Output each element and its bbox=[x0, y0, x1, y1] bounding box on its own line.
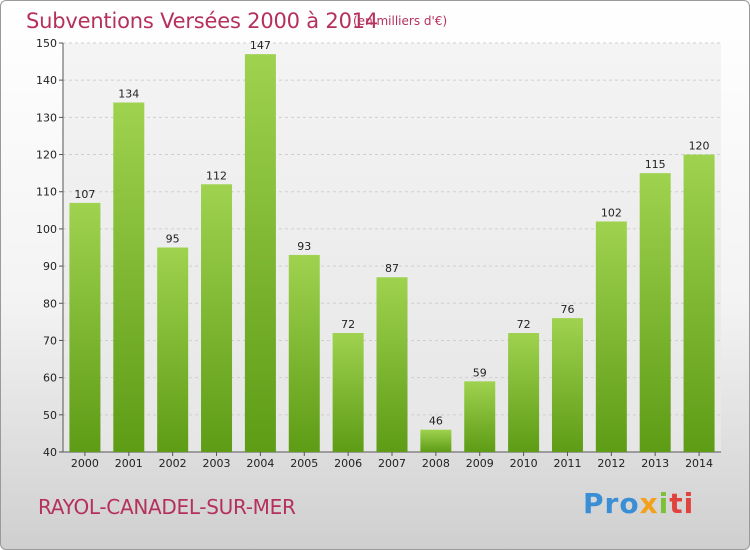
data-label-2008: 46 bbox=[429, 415, 443, 428]
data-label-2003: 112 bbox=[206, 169, 227, 182]
x-tick-label-2009: 2009 bbox=[466, 457, 494, 470]
chart-title: Subventions Versées 2000 à 2014 bbox=[26, 9, 379, 33]
data-label-2006: 72 bbox=[341, 318, 355, 331]
bar-2006 bbox=[332, 333, 364, 452]
data-label-2013: 115 bbox=[645, 158, 666, 171]
data-label-2009: 59 bbox=[473, 366, 487, 379]
bar-2013 bbox=[639, 173, 671, 453]
x-tick-label-2004: 2004 bbox=[246, 457, 274, 470]
y-tick-label: 70 bbox=[43, 334, 57, 347]
bar-2007 bbox=[376, 277, 408, 452]
bar-2002 bbox=[157, 247, 189, 452]
bar-2003 bbox=[201, 184, 233, 453]
logo-part-2: x bbox=[639, 487, 659, 520]
y-tick-label: 110 bbox=[36, 186, 57, 199]
x-tick-label-2012: 2012 bbox=[597, 457, 625, 470]
y-tick-label: 130 bbox=[36, 111, 57, 124]
y-tick-label: 90 bbox=[43, 260, 57, 273]
logo-part-1: Pro bbox=[583, 487, 640, 520]
y-tick-label: 140 bbox=[36, 74, 57, 87]
bar-2000 bbox=[69, 202, 101, 452]
y-tick-label: 100 bbox=[36, 223, 57, 236]
x-tick-label-2008: 2008 bbox=[422, 457, 450, 470]
bar-2012 bbox=[595, 221, 627, 452]
x-tick-label-2003: 2003 bbox=[203, 457, 231, 470]
data-label-2000: 107 bbox=[74, 188, 95, 201]
x-tick-label-2006: 2006 bbox=[334, 457, 362, 470]
chart-subtitle: (en milliers d'€) bbox=[353, 14, 448, 28]
x-tick-label-2013: 2013 bbox=[641, 457, 669, 470]
bar-2008 bbox=[420, 429, 452, 452]
bar-2009 bbox=[464, 381, 496, 452]
logo-part-4: ti bbox=[669, 487, 695, 520]
data-label-2010: 72 bbox=[517, 318, 531, 331]
x-tick-label-2014: 2014 bbox=[685, 457, 713, 470]
x-tick-label-2011: 2011 bbox=[553, 457, 581, 470]
x-tick-label-2005: 2005 bbox=[290, 457, 318, 470]
data-label-2005: 93 bbox=[297, 240, 311, 253]
bar-2001 bbox=[113, 102, 145, 452]
data-label-2014: 120 bbox=[689, 140, 710, 153]
y-tick-label: 120 bbox=[36, 149, 57, 162]
x-tick-label-2010: 2010 bbox=[510, 457, 538, 470]
proxiti-logo: Proxiti bbox=[583, 487, 694, 520]
data-label-2007: 87 bbox=[385, 262, 399, 275]
y-tick-label: 80 bbox=[43, 297, 57, 310]
logo-part-3: i bbox=[658, 487, 670, 520]
data-label-2012: 102 bbox=[601, 206, 622, 219]
bar-2010 bbox=[508, 333, 540, 452]
x-tick-label-2001: 2001 bbox=[115, 457, 143, 470]
commune-name: RAYOL-CANADEL-SUR-MER bbox=[38, 495, 296, 519]
data-label-2002: 95 bbox=[166, 233, 180, 246]
data-label-2004: 147 bbox=[250, 39, 271, 52]
data-label-2011: 76 bbox=[560, 303, 574, 316]
x-tick-label-2002: 2002 bbox=[159, 457, 187, 470]
bar-2014 bbox=[683, 154, 715, 452]
y-tick-label: 60 bbox=[43, 372, 57, 385]
data-label-2001: 134 bbox=[118, 87, 139, 100]
y-tick-label: 40 bbox=[43, 446, 57, 459]
x-tick-label-2000: 2000 bbox=[71, 457, 99, 470]
y-tick-label: 150 bbox=[36, 37, 57, 50]
bar-2005 bbox=[288, 254, 320, 452]
x-tick-label-2007: 2007 bbox=[378, 457, 406, 470]
y-tick-label: 50 bbox=[43, 409, 57, 422]
bar-2004 bbox=[244, 54, 276, 453]
bar-2011 bbox=[551, 318, 583, 452]
